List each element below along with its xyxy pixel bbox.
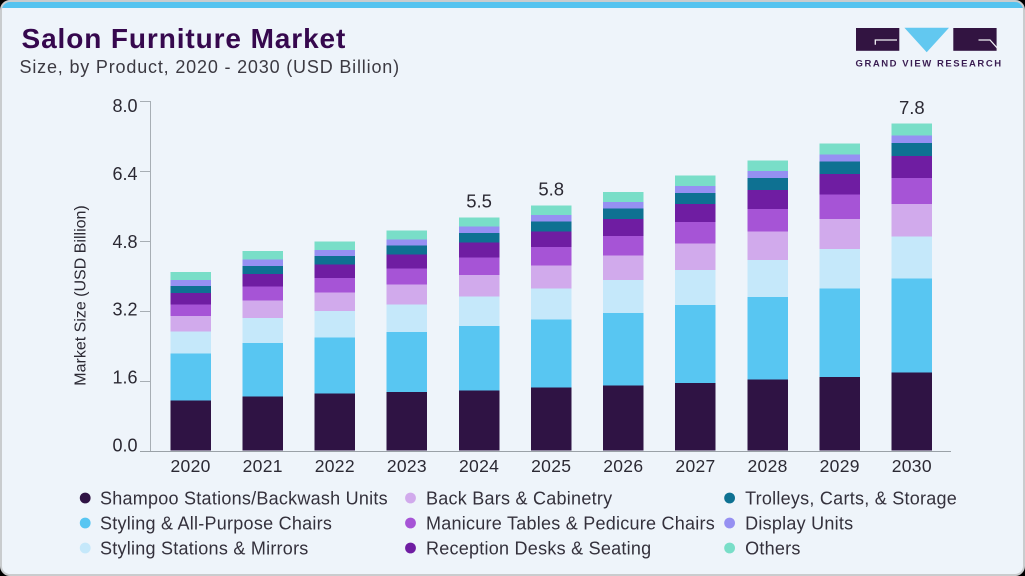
svg-text:Market Size (USD Billion): Market Size (USD Billion) — [73, 205, 90, 385]
svg-text:2025: 2025 — [531, 456, 571, 476]
svg-text:2020: 2020 — [171, 456, 211, 476]
svg-text:Shampoo Stations/Backwash Unit: Shampoo Stations/Backwash Units — [100, 489, 388, 509]
svg-text:2029: 2029 — [820, 456, 860, 476]
svg-text:Manicure Tables & Pedicure Cha: Manicure Tables & Pedicure Chairs — [426, 514, 715, 534]
svg-text:2027: 2027 — [675, 456, 715, 476]
svg-text:2030: 2030 — [892, 456, 932, 476]
svg-text:Reception Desks & Seating: Reception Desks & Seating — [426, 539, 651, 559]
svg-text:GRAND VIEW RESEARCH: GRAND VIEW RESEARCH — [856, 59, 1003, 70]
svg-text:7.8: 7.8 — [899, 97, 925, 118]
svg-text:Display Units: Display Units — [745, 514, 853, 534]
svg-text:2023: 2023 — [387, 456, 427, 476]
svg-text:3.2: 3.2 — [112, 300, 137, 320]
svg-text:Back Bars & Cabinetry: Back Bars & Cabinetry — [426, 489, 612, 509]
svg-text:4.8: 4.8 — [112, 232, 137, 252]
svg-text:5.8: 5.8 — [538, 179, 564, 200]
svg-text:Salon Furniture Market: Salon Furniture Market — [22, 23, 347, 54]
svg-text:6.4: 6.4 — [112, 164, 137, 184]
svg-text:Others: Others — [745, 539, 801, 559]
svg-text:Styling Stations & Mirrors: Styling Stations & Mirrors — [100, 539, 309, 559]
svg-text:2024: 2024 — [459, 456, 499, 476]
svg-text:2028: 2028 — [748, 456, 788, 476]
svg-text:8.0: 8.0 — [112, 96, 137, 116]
svg-text:0.0: 0.0 — [112, 435, 137, 455]
svg-text:Trolleys, Carts, & Storage: Trolleys, Carts, & Storage — [745, 489, 957, 509]
svg-text:2022: 2022 — [315, 456, 355, 476]
svg-text:2026: 2026 — [603, 456, 643, 476]
svg-text:2021: 2021 — [243, 456, 283, 476]
svg-text:5.5: 5.5 — [466, 190, 492, 211]
svg-text:Styling & All-Purpose Chairs: Styling & All-Purpose Chairs — [100, 514, 332, 534]
svg-text:Size, by Product, 2020 - 2030: Size, by Product, 2020 - 2030 (USD Billi… — [20, 57, 400, 77]
svg-text:1.6: 1.6 — [112, 368, 137, 388]
